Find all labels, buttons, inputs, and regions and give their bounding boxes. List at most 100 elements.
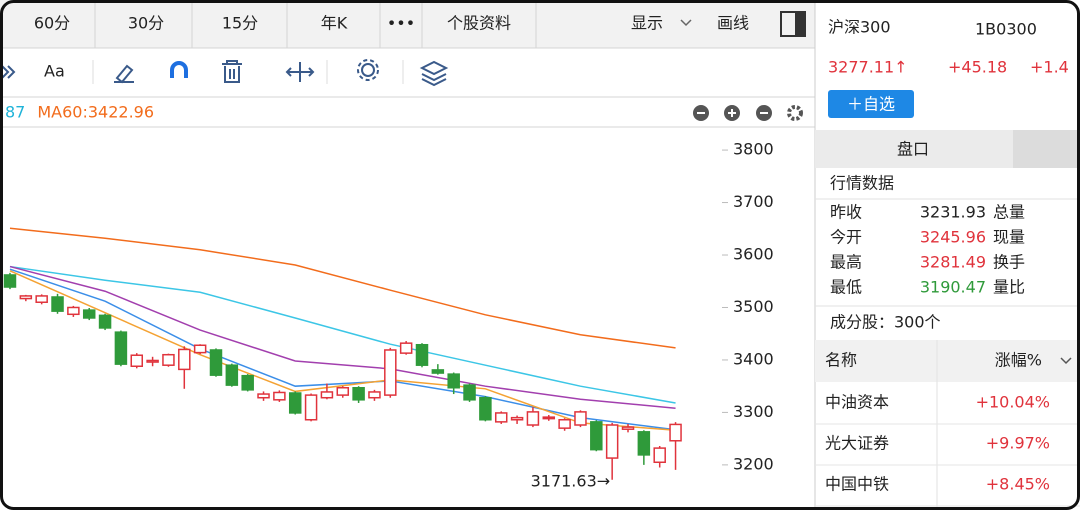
quote-label: 昨收: [830, 203, 862, 222]
candle-body: [98, 314, 112, 329]
header-cell[interactable]: 名称: [825, 351, 857, 370]
y-tick-label: 3600: [733, 245, 774, 264]
candle-body: [526, 411, 540, 426]
candle-body: [368, 391, 381, 399]
candle-body: [336, 387, 350, 396]
tab[interactable]: 画线: [717, 14, 749, 33]
tab-dividers: [0, 0, 815, 128]
quote-value: 3231.93: [920, 203, 986, 222]
stock-name-cell[interactable]: 中油资本: [825, 393, 889, 412]
candle-body: [494, 412, 508, 423]
candle-body: [605, 424, 619, 459]
watch-label: ＋自选: [847, 95, 895, 114]
candle-body: [146, 359, 159, 363]
change-cell: +9.97%: [986, 434, 1050, 453]
price: 3277.11↑: [828, 58, 908, 77]
candle-body: [241, 374, 254, 391]
candle-body: [114, 331, 128, 365]
y-tick-label: 3300: [733, 402, 774, 421]
legend-entry: MA60:3422.96: [37, 103, 154, 122]
header-cell[interactable]: 涨幅%: [995, 351, 1042, 370]
candle-body: [447, 373, 460, 389]
section-title: 行情数据: [830, 174, 894, 193]
stock-code: 1B0300: [975, 20, 1037, 39]
ma-line: [9, 268, 676, 431]
panel-tab[interactable]: [815, 130, 1013, 168]
quote-label: 现量: [993, 228, 1025, 247]
quote-label: 今开: [830, 228, 862, 247]
tab-bar: [0, 0, 815, 48]
tab[interactable]: 30分: [128, 14, 164, 33]
candle-body: [384, 349, 397, 396]
y-tick-label: 3800: [733, 140, 774, 159]
watch-button[interactable]: [828, 90, 914, 118]
stock-name-cell[interactable]: 光大证券: [825, 434, 889, 453]
tab[interactable]: 显示: [631, 14, 663, 33]
tab[interactable]: 个股资料: [447, 14, 511, 33]
y-tick-label: 3200: [733, 454, 774, 473]
candle-body: [193, 344, 207, 354]
dropdown-arrow: [680, 19, 692, 27]
ma-line: [9, 270, 676, 431]
candle-body: [431, 369, 445, 374]
candle-body: [130, 354, 144, 367]
panel-toggle-fill: [795, 12, 805, 36]
y-tick-label: 3700: [733, 192, 774, 211]
candle-body: [463, 384, 476, 401]
tab[interactable]: 60分: [34, 14, 70, 33]
candle-body: [590, 421, 603, 451]
candle-body: [415, 343, 429, 366]
ma-line: [9, 227, 676, 349]
change: +45.18: [948, 58, 1007, 77]
quote-label: 最低: [830, 278, 862, 297]
change-cell: +8.45%: [986, 475, 1050, 494]
quote-value: 3190.47: [920, 278, 986, 297]
candle-body: [399, 342, 413, 354]
quote-value: 3281.49: [920, 253, 986, 272]
table-header: [815, 340, 1080, 382]
toolbar-separators: [92, 60, 404, 84]
candle-body: [479, 396, 492, 421]
candle-body: [320, 391, 334, 399]
toolbar-icons: [1, 59, 449, 87]
quote-label: 换手: [993, 253, 1025, 272]
quote-label: 总量: [993, 203, 1025, 222]
candle-body: [637, 431, 651, 456]
quote-label: 最高: [830, 253, 862, 272]
candle-body: [51, 296, 64, 312]
component-table: 中油资本 +10.04% 光大证券 +9.97% 中国中铁 +8.45%: [815, 393, 1080, 507]
font-button[interactable]: Aa: [44, 62, 65, 81]
candle-body: [3, 274, 17, 288]
candle-body: [273, 391, 286, 401]
candle-body: [352, 387, 365, 401]
low-label: 3171.63→: [531, 471, 611, 490]
stock-name: 沪深300: [828, 18, 891, 37]
candle-body: [304, 394, 318, 421]
tab[interactable]: 年K: [321, 14, 348, 33]
panel-tab-other[interactable]: [1013, 130, 1080, 168]
y-tick-label: 3500: [733, 297, 774, 316]
tab[interactable]: •••: [387, 14, 415, 33]
candle-body: [288, 392, 302, 414]
ma-line: [9, 265, 676, 404]
candle-body: [653, 447, 666, 464]
candle-body: [67, 306, 80, 316]
candle-body: [558, 419, 571, 429]
candle-body: [574, 411, 587, 426]
candle-body: [225, 364, 239, 386]
stock-name-cell[interactable]: 中国中铁: [825, 475, 889, 494]
zoom-buttons: [693, 105, 803, 121]
tab[interactable]: 15分: [222, 14, 258, 33]
quote-value: 3245.96: [920, 228, 986, 247]
candle-body: [510, 416, 524, 421]
change-cell: +10.04%: [976, 393, 1050, 412]
candle-body: [162, 353, 175, 366]
candle-body: [257, 393, 270, 399]
change-pct: +1.4: [1030, 58, 1069, 77]
candle-body: [35, 295, 48, 303]
legend-entry: 87: [5, 103, 25, 122]
chart: 3200 3300 3400 3500 3600 3700 3800 3171.63→: [3, 140, 774, 490]
